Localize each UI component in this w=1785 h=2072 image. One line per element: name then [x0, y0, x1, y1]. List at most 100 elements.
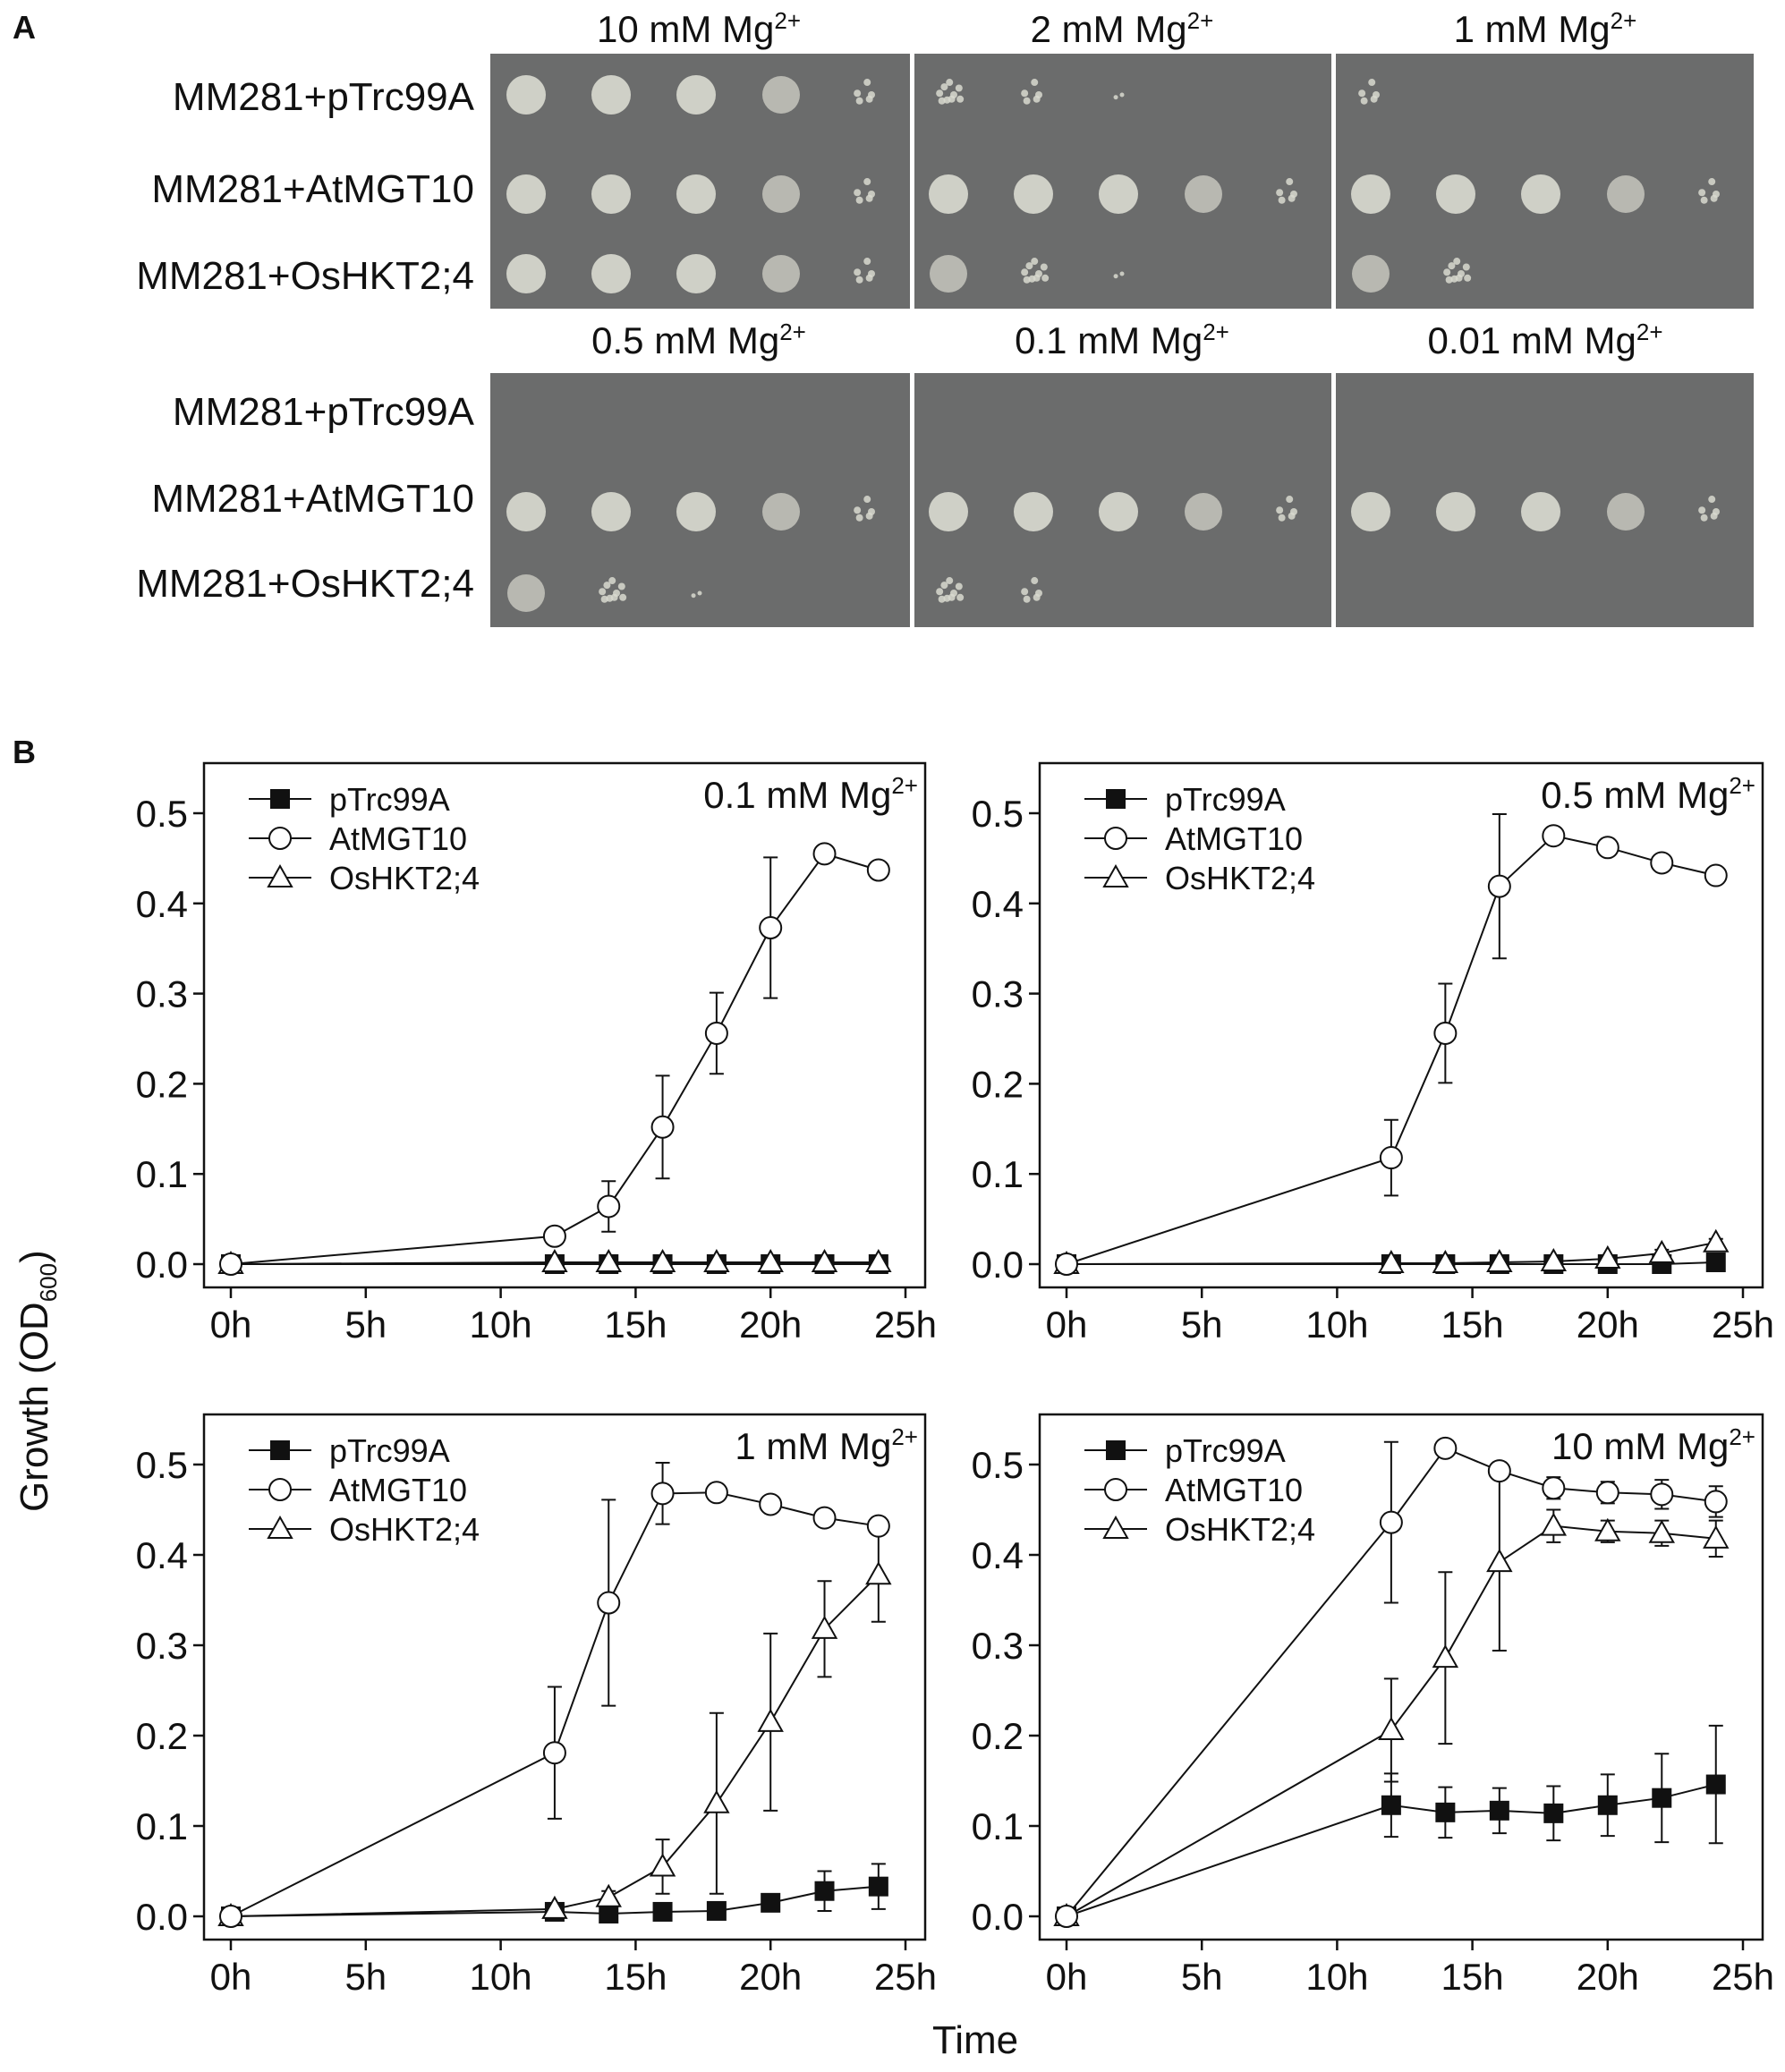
plate-divider — [910, 373, 914, 627]
plate-image-top — [506, 75, 1720, 293]
colony-dot — [943, 594, 951, 602]
marker-triangle — [1648, 1519, 1675, 1543]
chart-3: 0.0 0.1 0.2 0.3 0.4 0.5 0h 5h 10h 15h 20h 25h 1 mM M… — [136, 1413, 937, 1998]
y-tick-label: 0.2 — [136, 1063, 188, 1105]
colony-spot — [676, 174, 716, 214]
colony-dot — [863, 178, 871, 186]
y-tick-label: 0.4 — [136, 1534, 188, 1576]
marker-triangle — [1378, 1249, 1405, 1273]
series-triangle — [217, 1248, 892, 1274]
series-circle — [219, 842, 890, 1276]
colony-dot — [1462, 263, 1470, 271]
colony-spot — [591, 75, 631, 115]
marker-circle — [866, 1514, 890, 1538]
colony-dot — [1028, 275, 1036, 283]
y-tick-label: 0.4 — [972, 1534, 1024, 1576]
marker-square — [1543, 1803, 1564, 1823]
colony-dot — [955, 84, 963, 92]
colony-dot — [865, 194, 873, 202]
legend-label: pTrc99A — [329, 781, 450, 818]
y-tick-label: 0.3 — [972, 973, 1024, 1015]
colony-spot — [762, 493, 800, 531]
marker-triangle — [703, 1789, 730, 1813]
colony-dot — [1031, 79, 1039, 87]
y-tick-label: 0.0 — [972, 1896, 1024, 1938]
legend-label: AtMGT10 — [329, 820, 467, 857]
colony-spot — [929, 174, 968, 214]
marker-circle — [1704, 1490, 1728, 1514]
marker-triangle — [267, 863, 293, 887]
colony-dot — [617, 582, 625, 590]
chart-title: 0.1 mM Mg2+ — [703, 772, 918, 816]
marker-circle — [1595, 1481, 1619, 1505]
colony-dot — [1368, 79, 1376, 87]
strain-label-atmgt10: MM281+AtMGT10 — [151, 477, 474, 521]
colony-dot — [1040, 263, 1048, 271]
marker-circle — [704, 1481, 728, 1505]
marker-triangle — [1486, 1248, 1513, 1272]
colony-dot — [1710, 194, 1718, 202]
legend-label: AtMGT10 — [1165, 820, 1303, 857]
x-tick-label: 15h — [604, 1303, 667, 1346]
marker-circle — [704, 1021, 728, 1045]
marker-square — [270, 1440, 290, 1460]
series-line — [1066, 835, 1716, 1265]
plot-frame — [202, 1413, 927, 1941]
colony-dot — [608, 577, 616, 585]
colony-spot — [1607, 175, 1645, 213]
y-tick-label: 0.2 — [972, 1715, 1024, 1757]
colony-dot — [1700, 514, 1708, 522]
marker-circle — [542, 1741, 566, 1765]
colony-dot — [1370, 95, 1378, 103]
plot-frame — [202, 761, 927, 1289]
legend-label: AtMGT10 — [329, 1472, 467, 1508]
chart-title: 0.5 mM Mg2+ — [1541, 772, 1755, 816]
colony-dot — [1286, 178, 1294, 186]
marker-triangle — [1102, 863, 1129, 887]
legend-label: pTrc99A — [1165, 1432, 1286, 1469]
colony-dot — [1033, 593, 1041, 601]
marker-triangle — [757, 1708, 784, 1732]
x-tick-label: 10h — [1305, 1956, 1368, 1998]
marker-circle — [650, 1482, 675, 1506]
marker-square — [1705, 1252, 1726, 1272]
y-tick-label: 0.5 — [972, 793, 1024, 835]
marker-triangle — [1540, 1512, 1568, 1536]
marker-circle — [1104, 827, 1127, 850]
colony-dot — [1119, 271, 1125, 276]
colony-dot — [940, 582, 948, 590]
colony-dot — [1276, 189, 1284, 197]
marker-circle — [1542, 1476, 1566, 1500]
colony-dot — [863, 79, 871, 87]
colony-dot — [1453, 258, 1461, 266]
colony-spot — [506, 174, 546, 214]
condition-label-0-1mm: 0.1 mM Mg2+ — [1015, 318, 1229, 361]
marker-square — [599, 1903, 619, 1923]
colony-spot — [1521, 174, 1560, 214]
x-tick-label: 20h — [739, 1956, 802, 1998]
marker-triangle — [1594, 1244, 1621, 1269]
marker-triangle — [649, 1853, 676, 1877]
marker-circle — [759, 916, 783, 940]
colony-dot — [1113, 274, 1118, 279]
colony-dot — [946, 79, 954, 87]
x-tick-label: 10h — [470, 1956, 532, 1998]
colony-dot — [1023, 595, 1031, 603]
marker-triangle — [703, 1248, 730, 1272]
colony-dot — [1113, 95, 1118, 100]
colony-dot — [854, 268, 862, 276]
colony-dot — [1698, 189, 1706, 197]
colony-spot — [676, 75, 716, 115]
colony-dot — [1708, 496, 1716, 504]
panel-a-letter: A — [13, 9, 36, 46]
colony-dot — [1443, 268, 1451, 276]
colony-spot — [1607, 493, 1645, 531]
marker-square — [1652, 1788, 1672, 1808]
legend-label: pTrc99A — [329, 1432, 450, 1469]
marker-circle — [1055, 1905, 1078, 1928]
marker-square — [1435, 1802, 1456, 1822]
y-tick-label: 0.0 — [136, 1244, 188, 1286]
y-tick-label: 0.5 — [972, 1444, 1024, 1486]
colony-dot — [956, 593, 965, 601]
colony-spot — [506, 75, 546, 115]
